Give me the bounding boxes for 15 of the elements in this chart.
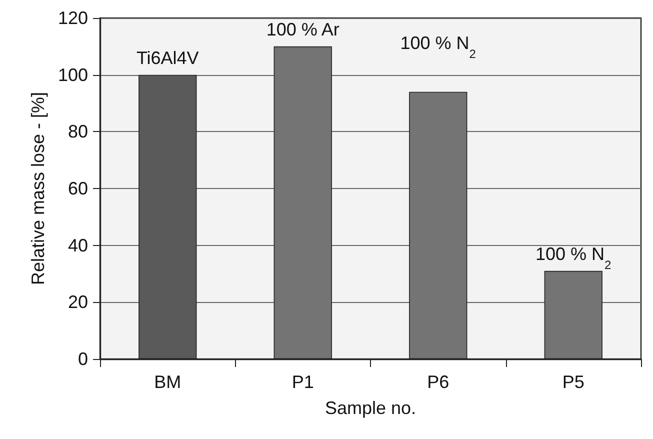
x-axis-title: Sample no. [324,398,416,418]
y-axis-title: Relative mass lose - [%] [28,92,48,286]
x-tick-label: P1 [292,372,314,392]
y-tick-label: 120 [58,8,88,28]
annotation: Ti6Al4V [136,48,199,68]
x-tick-label: BM [154,372,182,392]
x-tick-label: P5 [562,372,584,392]
y-tick-label: 20 [68,292,88,312]
x-tick-label: P6 [427,372,450,392]
y-tick-label: 0 [78,349,88,369]
y-tick-label: 80 [68,122,88,142]
y-tick-label: 40 [68,235,88,256]
y-tick-label: 100 [58,64,88,85]
annotation: 100 % Ar [266,19,340,40]
y-tick-label: 60 [68,178,88,198]
